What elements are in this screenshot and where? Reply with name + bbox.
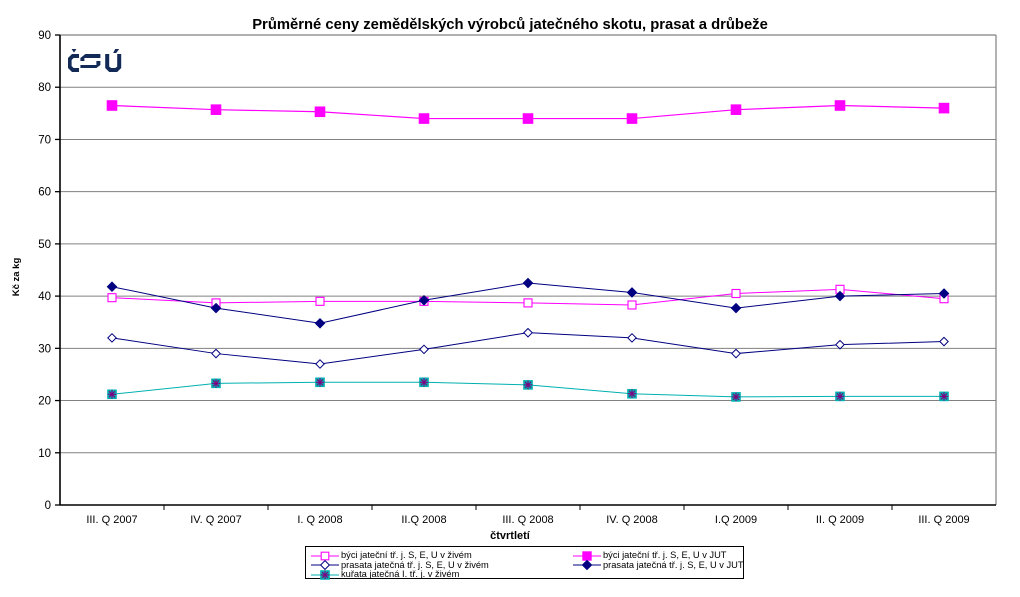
svg-text:III. Q 2008: III. Q 2008 (502, 514, 553, 526)
svg-text:I. Q 2008: I. Q 2008 (297, 514, 342, 526)
svg-text:40: 40 (38, 291, 51, 303)
svg-text:IV. Q 2008: IV. Q 2008 (606, 514, 658, 526)
svg-text:II. Q 2009: II. Q 2009 (816, 514, 864, 526)
svg-text:30: 30 (38, 343, 51, 355)
svg-text:IV. Q 2007: IV. Q 2007 (190, 514, 242, 526)
svg-text:10: 10 (38, 448, 51, 460)
svg-text:50: 50 (38, 239, 51, 251)
svg-text:III. Q 2007: III. Q 2007 (86, 514, 137, 526)
svg-text:II.Q 2008: II.Q 2008 (401, 514, 446, 526)
svg-text:0: 0 (45, 500, 51, 512)
svg-text:I.Q 2009: I.Q 2009 (715, 514, 757, 526)
svg-text:80: 80 (38, 82, 51, 94)
svg-text:60: 60 (38, 187, 51, 199)
svg-text:70: 70 (38, 134, 51, 146)
svg-text:III. Q 2009: III. Q 2009 (918, 514, 969, 526)
svg-text:90: 90 (38, 30, 51, 42)
svg-text:20: 20 (38, 396, 51, 408)
